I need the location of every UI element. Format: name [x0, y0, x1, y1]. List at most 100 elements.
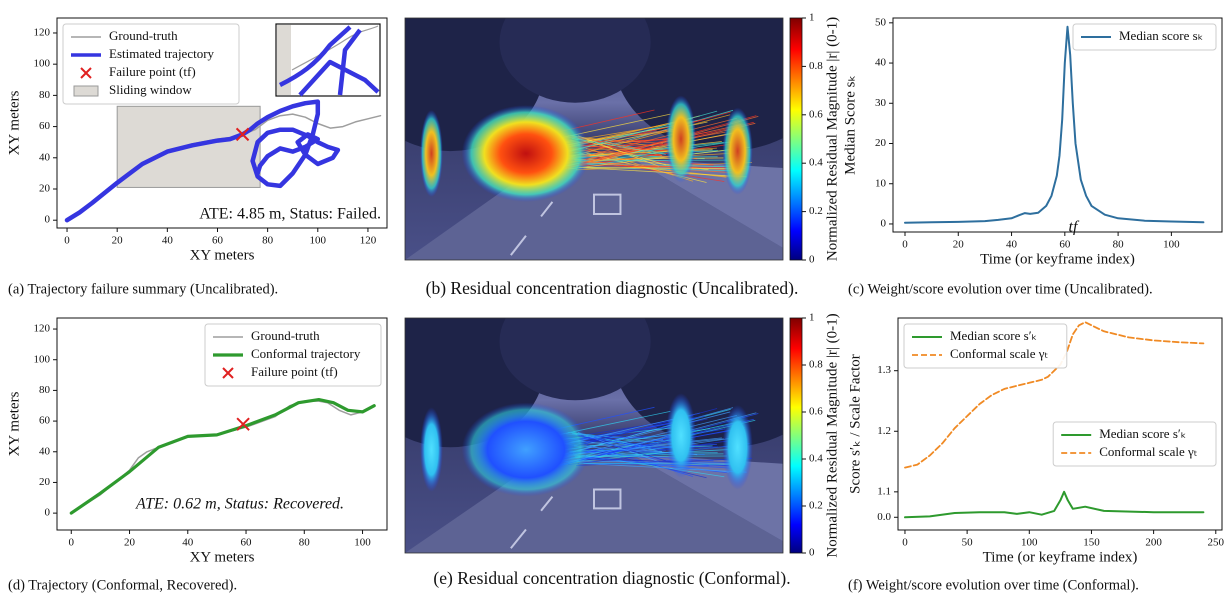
y-tick-label: 1.3	[877, 364, 891, 376]
page: {"chart_data": [ {"type": "line", "capti…	[0, 0, 1232, 595]
x-tick-label: 100	[310, 235, 327, 247]
x-tick-label: 0	[64, 235, 70, 247]
caption: (e) Residual concentration diagnostic (C…	[433, 568, 790, 588]
x-tick-label: 0	[69, 537, 75, 549]
pedestrian-heat	[666, 95, 696, 182]
y-tick-label: 60	[39, 120, 51, 132]
x-tick-label: 40	[1006, 239, 1018, 251]
y-tick-label: 40	[39, 445, 51, 457]
y-tick-label: 1.1	[877, 485, 891, 497]
car-heat	[462, 403, 591, 497]
y-tick-label: 40	[39, 151, 51, 163]
annotation: ATE: 0.62 m, Status: Recovered.	[135, 496, 344, 513]
caption: (a) Trajectory failure summary (Uncalibr…	[8, 281, 278, 297]
figure: 020406080100120020406080100120XY metersX…	[0, 0, 1232, 595]
x-tick-label: 60	[241, 537, 253, 549]
pedestrian-heat	[666, 393, 696, 478]
diagnostic-image	[356, 259, 840, 553]
colorbar-tick-label: 0.2	[809, 500, 823, 512]
legend-label: Sliding window	[109, 82, 192, 97]
colorbar-tick-label: 0.2	[809, 205, 823, 217]
x-tick-label: 60	[212, 235, 224, 247]
y-tick-label: 30	[875, 97, 887, 109]
x-tick-label: 250	[1208, 537, 1225, 549]
colorbar-tick-label: 1	[809, 312, 815, 324]
y-tick-label: 0	[45, 214, 51, 226]
colorbar-tick-label: 0.8	[809, 60, 823, 72]
y-tick-label: 0	[45, 507, 51, 519]
y-tick-label: 120	[34, 323, 51, 335]
x-tick-label: 150	[1083, 537, 1100, 549]
y-tick-label: 60	[39, 415, 51, 427]
x-tick-label: 20	[124, 537, 136, 549]
colorbar-tick-label: 0.4	[809, 157, 823, 169]
x-axis-label: Time (or keyframe index)	[980, 251, 1135, 267]
x-tick-label: 40	[162, 235, 174, 247]
y-tick-label: 20	[39, 476, 51, 488]
pedestrian-heat	[723, 108, 753, 195]
legend-label: Ground-truth	[251, 328, 320, 343]
scene-trees	[499, 283, 650, 401]
colorbar-label: Normalized Residual Magnitude |r| (0-1)	[824, 313, 840, 557]
y-tick-label: 80	[39, 384, 51, 396]
colorbar-tick-label: 0	[809, 547, 815, 559]
colorbar	[790, 318, 802, 553]
x-tick-label: 50	[962, 537, 974, 549]
y-tick-label: 50	[875, 16, 887, 28]
legend-label: Failure point (tf)	[109, 64, 196, 79]
x-tick-label: 80	[1113, 239, 1125, 251]
y-axis-label: XY meters	[6, 391, 22, 456]
legend-label: Estimated trajectory	[109, 46, 215, 61]
colorbar-tick-label: 0.8	[809, 359, 823, 371]
y-tick-label: 0.0	[877, 511, 891, 523]
colorbar	[790, 18, 802, 260]
pedestrian-heat	[420, 110, 443, 197]
y-axis-label: XY meters	[6, 90, 22, 155]
legend-label: Failure point (tf)	[251, 364, 338, 379]
caption: (c) Weight/score evolution over time (Un…	[848, 281, 1153, 297]
y-tick-label: 40	[875, 57, 887, 69]
colorbar-label: Normalized Residual Magnitude |r| (0-1)	[824, 17, 840, 261]
x-tick-label: 100	[1163, 239, 1180, 251]
caption: (b) Residual concentration diagnostic (U…	[426, 278, 799, 298]
colorbar-tick-label: 0	[809, 254, 815, 266]
x-tick-label: 60	[1059, 239, 1071, 251]
annotation: ATE: 4.85 m, Status: Failed.	[199, 206, 381, 223]
y-tick-label: 20	[39, 183, 51, 195]
colorbar-tick-label: 0.6	[809, 108, 823, 120]
x-tick-label: 0	[902, 239, 908, 251]
x-tick-label: 120	[360, 235, 377, 247]
x-tick-label: 20	[112, 235, 124, 247]
y-tick-label: 20	[875, 137, 887, 149]
legend-label: Conformal scale γₜ	[950, 346, 1049, 361]
legend-label: Conformal trajectory	[251, 346, 361, 361]
y-tick-label: 1.2	[877, 425, 891, 437]
legend-label: Median score s′ₖ	[1099, 426, 1186, 441]
x-tick-label: 80	[299, 537, 311, 549]
colorbar-tick-label: 1	[809, 12, 815, 24]
colorbar-tick-label: 0.6	[809, 406, 823, 418]
y-tick-label: 100	[34, 58, 51, 70]
x-tick-label: 20	[953, 239, 965, 251]
x-axis-label: XY meters	[190, 549, 255, 565]
x-axis-label: XY meters	[190, 247, 255, 263]
x-axis-label: Time (or keyframe index)	[983, 549, 1138, 565]
legend-label: Ground-truth	[109, 28, 178, 43]
diagnostic-image	[356, 0, 840, 260]
x-tick-label: 100	[354, 537, 371, 549]
car-heat	[462, 105, 591, 202]
x-tick-label: 80	[262, 235, 274, 247]
y-tick-label: 10	[875, 177, 887, 189]
x-tick-label: 40	[182, 537, 194, 549]
legend-label: Conformal scale γₜ	[1099, 444, 1198, 459]
caption: (f) Weight/score evolution over time (Co…	[848, 577, 1139, 593]
inset-frame	[276, 24, 380, 96]
legend-label: Median score sₖ	[1119, 28, 1203, 43]
y-tick-label: 80	[39, 89, 51, 101]
x-tick-label: 0	[902, 537, 908, 549]
colorbar-tick-label: 0.4	[809, 453, 823, 465]
y-tick-label: 120	[34, 27, 51, 39]
pedestrian-heat	[420, 407, 443, 492]
x-tick-label: 100	[1021, 537, 1038, 549]
pedestrian-heat	[723, 405, 753, 490]
